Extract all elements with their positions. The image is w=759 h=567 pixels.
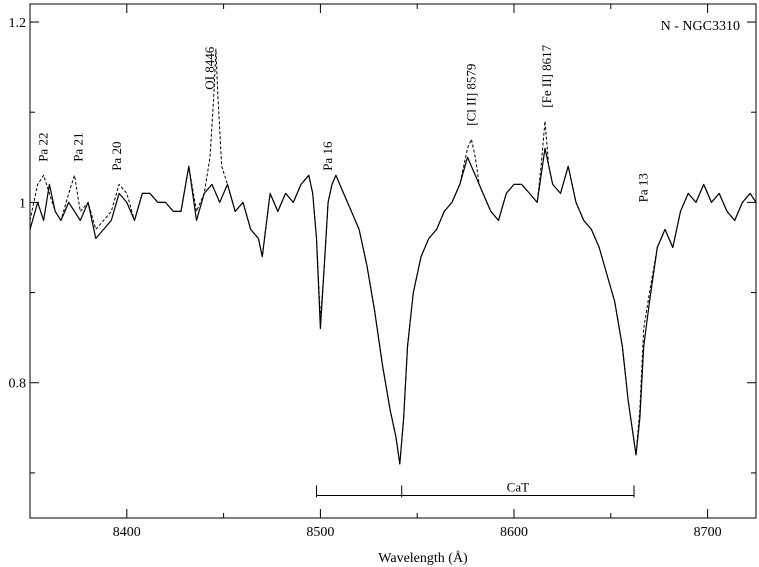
plot-frame <box>29 3 757 519</box>
line-annotation: Pa 22 <box>36 133 51 162</box>
x-tick-label: 8500 <box>306 525 334 540</box>
cat-bracket-label: CaT <box>507 479 529 494</box>
x-axis-label: Wavelength (Å) <box>378 550 468 566</box>
spectrum-series-layer <box>29 48 757 465</box>
axis-ticks <box>29 4 756 518</box>
line-annotation: [Fe II] 8617 <box>539 44 554 107</box>
line-annotation: Pa 16 <box>320 141 335 171</box>
panel-label: N - NGC3310 <box>661 19 740 34</box>
x-tick-label: 8700 <box>694 525 722 540</box>
line-annotation: [Cl II] 8579 <box>463 64 478 126</box>
line-annotation: Pa 20 <box>109 142 124 171</box>
line-annotation: Pa 13 <box>636 173 651 202</box>
line-annotation: OI 8446 <box>202 46 217 89</box>
line-annotation: Pa 21 <box>70 133 85 162</box>
cat-bracket: CaT <box>316 479 635 498</box>
y-tick-label: 1.2 <box>9 16 27 31</box>
x-tick-label: 8600 <box>500 525 528 540</box>
line-annotations: Pa 22 Pa 21 Pa 20 OI 8446 Pa 16 [Cl II] 8579 [… <box>36 44 651 202</box>
spectrum-dashed-line <box>29 48 757 465</box>
y-tick-label: 0.8 <box>9 377 27 392</box>
axis-tick-labels: 8400 8500 8600 8700 0.8 1 1.2 <box>9 16 722 540</box>
y-tick-label: 1 <box>19 196 26 211</box>
x-tick-label: 8400 <box>113 525 141 540</box>
spectrum-solid-line <box>29 147 757 465</box>
